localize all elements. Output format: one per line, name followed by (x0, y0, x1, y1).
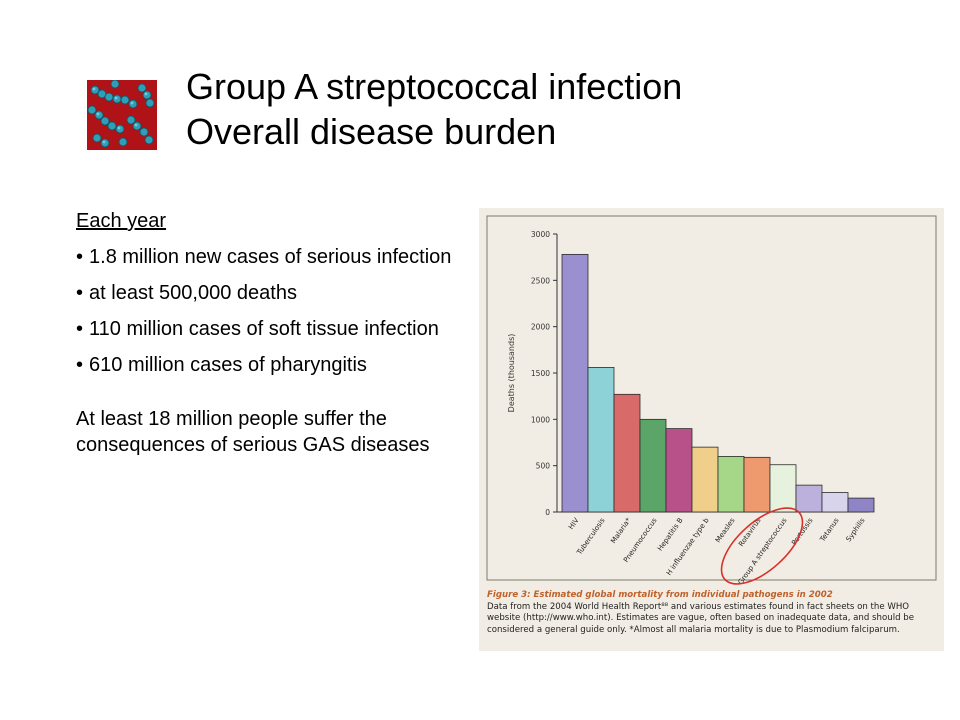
caption-text: Data from the 2004 World Health Report⁸⁸… (487, 601, 915, 635)
bullet-item-text: 110 million cases of soft tissue infecti… (89, 318, 439, 340)
bar-tetanus (821, 492, 849, 513)
figure-caption: Figure 3: Estimated global mortality fro… (487, 590, 932, 636)
y-tick-label: 3000 (531, 230, 550, 239)
y-tick-label: 500 (536, 462, 551, 471)
title-line-1: Group A streptococcal infection (186, 66, 683, 107)
bar-h-influenzae-type-b (691, 446, 719, 513)
mortality-figure: Deaths (thousands) 0 500 1000 1500 2000 2500 3… (479, 208, 944, 651)
x-tick-label: Malaria* (609, 516, 633, 545)
y-tick-label: 1000 (531, 415, 550, 424)
bullet-list: Each year • 1.8 million new cases of seri… (76, 208, 471, 458)
x-tick-label: HIV (567, 516, 581, 531)
bullet-item: • 610 million cases of pharyngitis (76, 354, 367, 376)
x-tick-label: Measles (714, 516, 737, 544)
bar-measles (717, 455, 745, 513)
y-tick-label: 1500 (531, 369, 550, 378)
bar-hiv (561, 253, 589, 513)
bullet-item: • 1.8 million new cases of serious infect… (76, 246, 452, 268)
bullet-item: • at least 500,000 deaths (76, 282, 297, 304)
chart-frame (486, 215, 937, 581)
caption-title: Figure 3: Estimated global mortality fro… (487, 590, 833, 600)
title-line-2: Overall disease burden (186, 111, 557, 152)
y-tick-label: 0 (545, 508, 550, 517)
y-axis-label: Deaths (thousands) (507, 334, 516, 413)
bar-group-a-streptococcus (769, 464, 797, 513)
x-tick-label: Syphilis (845, 516, 867, 543)
bullet-item-text: at least 500,000 deaths (89, 282, 297, 304)
highlight-circle (720, 507, 804, 585)
bullets-heading: Each year (76, 210, 167, 232)
bar-tuberculosis (587, 367, 615, 513)
closing-statement: At least 18 million people suffer the co… (76, 408, 430, 456)
streptococcus-bacteria-image (87, 80, 157, 150)
y-tick-label: 2000 (531, 323, 550, 332)
bar-pneumococcus (639, 418, 667, 513)
bullet-item-text: 610 million cases of pharyngitis (89, 354, 367, 376)
y-tick-label: 2500 (531, 276, 550, 285)
bullet-item-text: 1.8 million new cases of serious infecti… (89, 246, 452, 268)
bar-pertussis (795, 484, 823, 513)
bar-rotavirus (743, 456, 771, 513)
bar-syphilis (847, 497, 875, 513)
bar-malaria (613, 393, 641, 513)
bullet-item: • 110 million cases of soft tissue infect… (76, 318, 439, 340)
mortality-bar-chart: Deaths (thousands) 0 500 1000 1500 2000 2500 3… (486, 215, 937, 586)
bar-hepatitis-b (665, 428, 693, 513)
slide-title: Group A streptococcal infection Overall … (186, 64, 886, 154)
x-tick-label: Tetanus (818, 516, 841, 544)
x-tick-label: Hepatitis B (656, 516, 685, 552)
